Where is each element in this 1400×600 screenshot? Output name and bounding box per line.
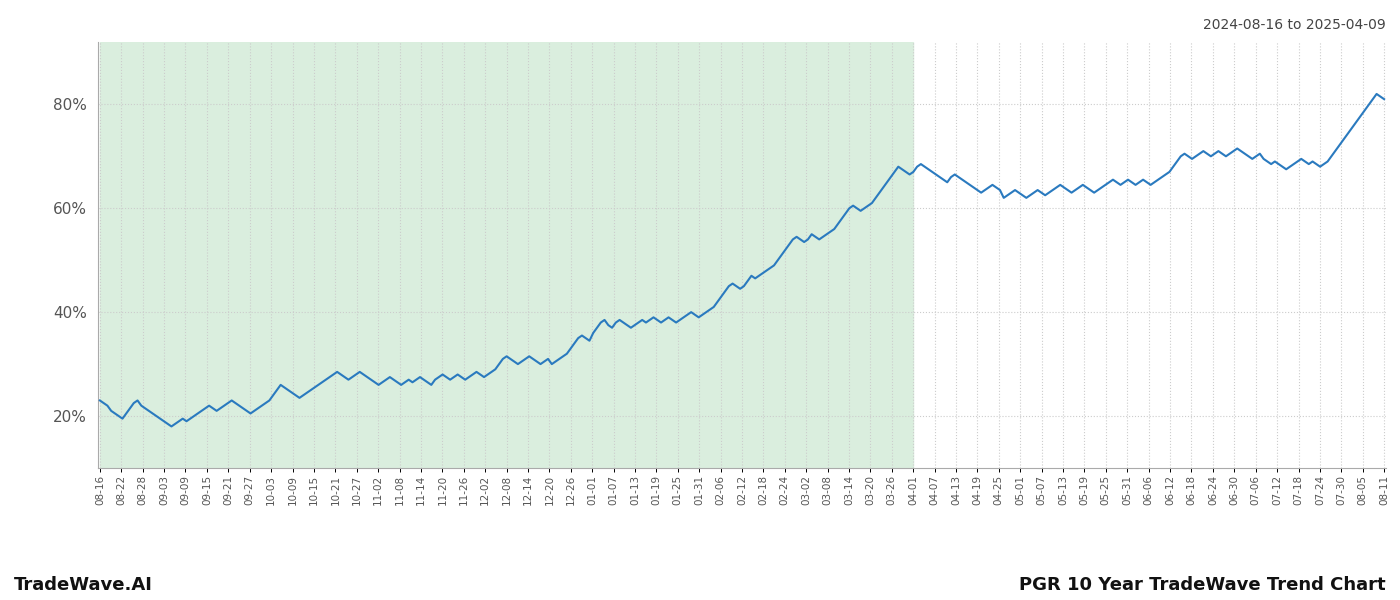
Bar [99,42,913,468]
Text: PGR 10 Year TradeWave Trend Chart: PGR 10 Year TradeWave Trend Chart [1019,576,1386,594]
Text: 2024-08-16 to 2025-04-09: 2024-08-16 to 2025-04-09 [1203,18,1386,32]
Text: TradeWave.AI: TradeWave.AI [14,576,153,594]
